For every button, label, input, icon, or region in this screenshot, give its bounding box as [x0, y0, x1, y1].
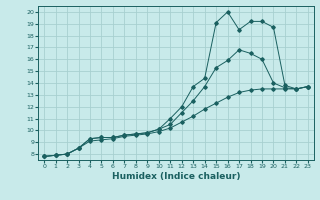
X-axis label: Humidex (Indice chaleur): Humidex (Indice chaleur)	[112, 172, 240, 181]
